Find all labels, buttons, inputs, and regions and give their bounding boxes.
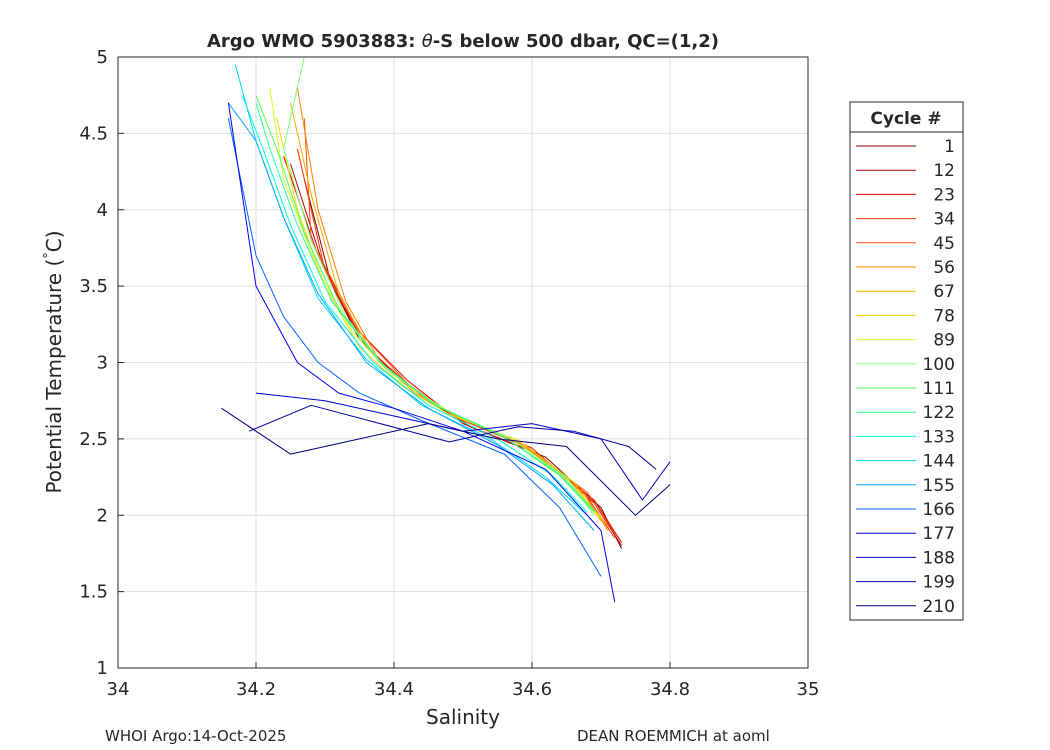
- legend-label: 12: [933, 161, 955, 181]
- x-axis-label: Salinity: [426, 705, 500, 729]
- legend-label: 67: [933, 282, 955, 302]
- legend-label: 111: [923, 379, 955, 399]
- legend-entries: 1 12 23 34 45 56 67 78 89 100 111 122 133 144 155 166 17…: [856, 137, 955, 617]
- x-tick-label: 35: [797, 679, 820, 700]
- x-axis: 34 34.2 34.4 34.6 34.8 35: [107, 662, 820, 700]
- x-tick-label: 34.4: [374, 679, 414, 700]
- series-line-cycle-199: [248, 404, 657, 470]
- series-line-cycle-210: [221, 407, 671, 516]
- legend-label: 34: [933, 210, 955, 230]
- legend-label: 100: [923, 355, 955, 375]
- series-group: [221, 56, 671, 603]
- chart-title: Argo WMO 5903883: θ-S below 500 dbar, QC…: [207, 31, 719, 52]
- series-line-cycle-23: [283, 156, 623, 543]
- legend-label: 45: [933, 234, 955, 254]
- y-axis: 1 1.5 2 2.5 3 3.5 4 4.5 5: [79, 47, 124, 679]
- legend-label: 188: [923, 548, 955, 568]
- series-line-cycle-100: [283, 56, 595, 516]
- legend-title: Cycle #: [870, 109, 941, 129]
- legend: Cycle # 1 12 23 34 45 56 67 78 89 100 111 122 133 144…: [849, 101, 964, 621]
- series-line-cycle-177: [227, 102, 616, 603]
- series-line-cycle-188: [255, 392, 671, 501]
- legend-label: 199: [923, 573, 955, 593]
- x-tick-label: 34.8: [650, 679, 690, 700]
- legend-label: 210: [923, 597, 955, 617]
- y-tick-label: 3.5: [79, 276, 108, 297]
- legend-label: 1: [944, 137, 955, 157]
- y-tick-label: 1.5: [79, 582, 108, 603]
- y-tick-label: 4.5: [79, 123, 108, 144]
- legend-label: 23: [933, 185, 955, 205]
- legend-label: 144: [923, 452, 955, 472]
- series-line-cycle-155: [227, 102, 595, 531]
- y-tick-label: 3: [97, 353, 108, 374]
- series-line-cycle-89: [269, 87, 602, 519]
- legend-label: 133: [923, 427, 955, 447]
- legend-label: 56: [933, 258, 955, 278]
- legend-label: 122: [923, 403, 955, 423]
- y-tick-label: 2.5: [79, 429, 108, 450]
- x-tick-label: 34.2: [236, 679, 276, 700]
- x-tick-label: 34.6: [512, 679, 552, 700]
- series-line-cycle-133: [241, 95, 588, 513]
- series-line-cycle-122: [255, 102, 595, 512]
- legend-label: 89: [933, 331, 955, 351]
- footer-left: WHOI Argo:14-Oct-2025: [105, 727, 286, 745]
- y-tick-label: 5: [97, 47, 108, 68]
- y-tick-label: 1: [97, 658, 108, 679]
- y-axis-label: Potential Temperature (°C): [42, 230, 66, 493]
- footer-right: DEAN ROEMMICH at aoml: [577, 727, 770, 745]
- legend-label: 177: [923, 524, 955, 544]
- legend-label: 155: [923, 476, 955, 496]
- y-tick-label: 2: [97, 505, 108, 526]
- series-line-cycle-166: [227, 118, 602, 577]
- series-line-cycle-78: [276, 117, 602, 522]
- y-tick-label: 4: [97, 200, 108, 221]
- legend-label: 166: [923, 500, 955, 520]
- x-tick-label: 34: [107, 679, 130, 700]
- legend-label: 78: [933, 306, 955, 326]
